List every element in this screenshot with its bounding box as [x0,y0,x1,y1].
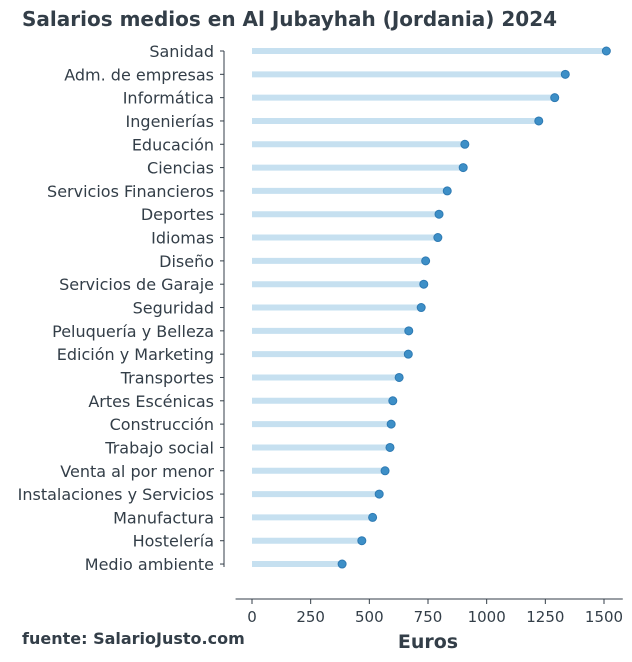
category-label: Ingenierías [126,112,214,131]
data-point [374,489,384,499]
source-note: fuente: SalarioJusto.com [22,629,245,648]
x-tick-label: 750 [414,608,443,626]
x-ticks: 0 250 500 750 1000 1250 1500 [247,599,623,626]
data-point [403,349,413,359]
category-label: Informática [123,89,214,108]
data-point [460,139,470,149]
category-label: Sanidad [149,42,214,61]
category-label: Educación [132,135,214,154]
x-tick-label: 1000 [468,608,506,626]
data-point [534,116,544,126]
data-point [560,69,570,79]
x-tick-label: 1500 [585,608,623,626]
category-label: Hostelería [133,532,214,551]
data-point [419,279,429,289]
data-point [433,233,443,243]
data-point [601,46,611,56]
category-label: Servicios Financieros [47,182,214,201]
data-point [385,442,395,452]
category-label: Medio ambiente [85,555,214,574]
data-point [434,209,444,219]
data-point [357,536,367,546]
category-label: Seguridad [133,299,214,318]
category-label: Adm. de empresas [64,65,214,84]
category-label: Deportes [141,205,214,224]
x-tick-label: 250 [296,608,325,626]
category-label: Servicios de Garaje [59,275,214,294]
data-point [404,326,414,336]
data-point [386,419,396,429]
category-label: Artes Escénicas [88,392,214,411]
chart-title: Salarios medios en Al Jubayhah (Jordania… [22,7,557,31]
data-point [421,256,431,266]
x-axis-label: Euros [398,631,458,653]
category-labels: Sanidad Adm. de empresas Informática Ingeni… [18,42,224,574]
data-point [337,559,347,569]
category-label: Edición y Marketing [57,345,214,364]
category-label: Diseño [159,252,214,271]
category-label: Instalaciones y Servicios [18,485,214,504]
bars-group [252,46,611,569]
data-point [416,303,426,313]
category-label: Transportes [120,368,214,387]
data-point [550,93,560,103]
x-tick-label: 1250 [526,608,564,626]
data-point [394,372,404,382]
category-label: Manufactura [113,508,214,527]
category-label: Trabajo social [104,438,214,457]
x-tick-label: 500 [355,608,384,626]
data-point [442,186,452,196]
category-label: Peluquería y Belleza [52,322,214,341]
data-point [380,466,390,476]
data-point [388,396,398,406]
category-label: Venta al por menor [60,462,214,481]
category-label: Idiomas [151,229,214,248]
category-label: Construcción [110,415,214,434]
category-label: Ciencias [147,159,214,178]
data-point [368,512,378,522]
data-point [458,163,468,173]
x-tick-label: 0 [247,608,257,626]
